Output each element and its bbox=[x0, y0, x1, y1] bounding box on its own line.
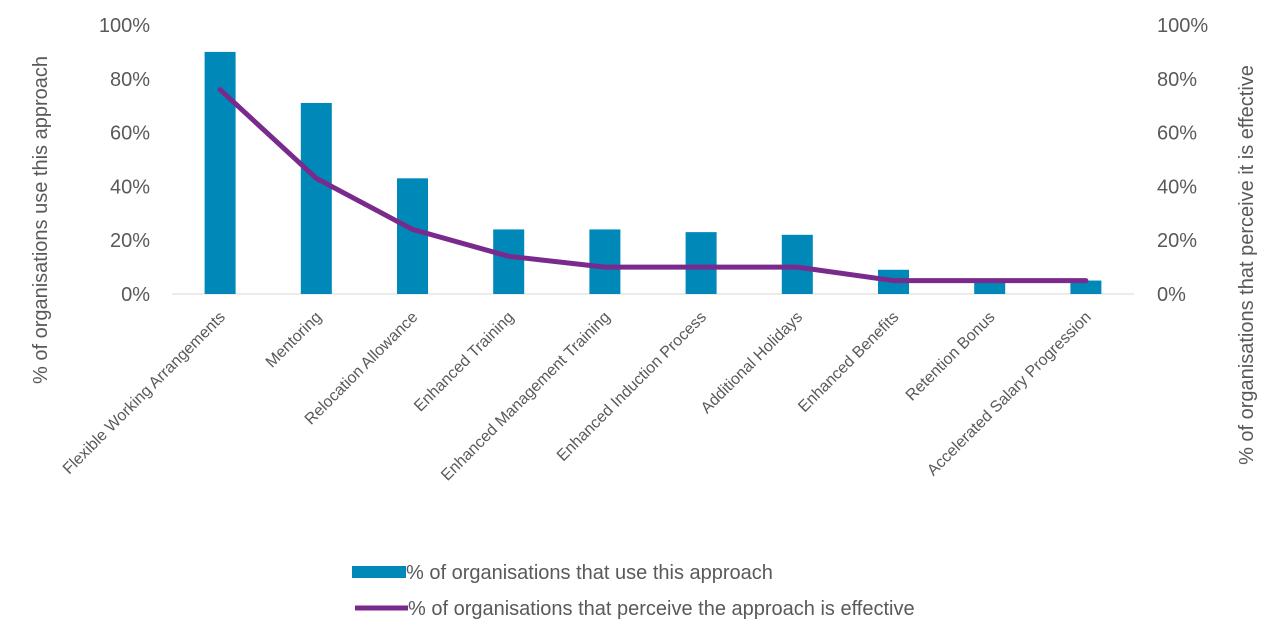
bar bbox=[974, 280, 1006, 294]
y-tick-left-label: 80% bbox=[110, 69, 150, 91]
y-tick-right-label: 0% bbox=[1157, 284, 1186, 306]
y-tick-left-label: 100% bbox=[99, 15, 150, 37]
y-tick-right-label: 40% bbox=[1157, 176, 1197, 198]
y-tick-left-label: 40% bbox=[110, 176, 150, 198]
y-tick-left-label: 0% bbox=[121, 284, 150, 306]
category-label: Accelerated Salary Progression bbox=[924, 309, 1094, 479]
category-label: Mentoring bbox=[263, 309, 325, 371]
bar bbox=[781, 234, 813, 294]
y-axis-title-right: % of organisations that perceive it is e… bbox=[1236, 65, 1258, 465]
y-tick-right-label: 60% bbox=[1157, 123, 1197, 145]
y-tick-right-label: 20% bbox=[1157, 230, 1197, 252]
bar-series bbox=[204, 51, 1102, 295]
category-label: Enhanced Training bbox=[411, 309, 517, 415]
legend-bar-swatch bbox=[352, 566, 406, 578]
bar bbox=[589, 229, 621, 294]
left-axis-ticks: 0% 20% 40% 60% 80% 100% bbox=[99, 15, 150, 306]
legend-bar-label: % of organisations that use this approac… bbox=[406, 562, 773, 584]
bar bbox=[397, 178, 428, 294]
category-label: Enhanced Benefits bbox=[795, 309, 902, 416]
y-tick-right-label: 80% bbox=[1157, 69, 1197, 91]
bar bbox=[300, 103, 332, 294]
category-label: Relocation Allowance bbox=[302, 309, 422, 429]
y-tick-right-label: 100% bbox=[1157, 15, 1208, 37]
bar bbox=[1070, 280, 1102, 294]
category-label: Retention Bonus bbox=[903, 309, 999, 405]
y-tick-left-label: 20% bbox=[110, 230, 150, 252]
right-axis-ticks: 0% 20% 40% 60% 80% 100% bbox=[1157, 15, 1208, 306]
category-label: Additional Holidays bbox=[698, 309, 806, 417]
category-label: Flexible Working Arrangements bbox=[60, 309, 229, 478]
line-series bbox=[217, 87, 1089, 284]
bar bbox=[493, 229, 525, 294]
legend: % of organisations that use this approac… bbox=[352, 562, 915, 620]
y-axis-title-left: % of organisations use this approach bbox=[30, 56, 52, 384]
category-labels: Flexible Working Arrangements MentoringRe… bbox=[60, 309, 1095, 485]
bar bbox=[685, 232, 717, 294]
category-label: Enhanced Management Training bbox=[438, 309, 614, 485]
legend-line-label: % of organisations that perceive the app… bbox=[408, 598, 915, 620]
y-tick-left-label: 60% bbox=[110, 123, 150, 145]
